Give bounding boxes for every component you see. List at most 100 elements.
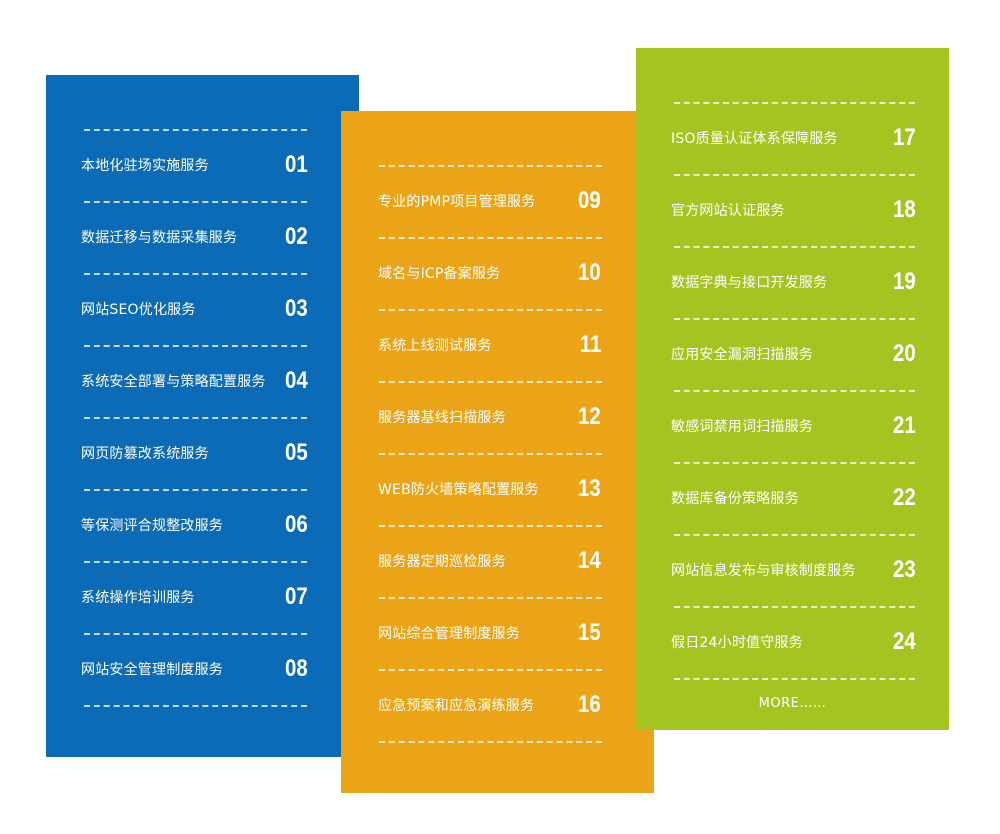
service-number: 05 (285, 439, 308, 466)
service-item-19[interactable]: 数据字典与接口开发服务 19 (671, 262, 916, 302)
service-label: 网站安全管理制度服务 (81, 662, 223, 678)
divider (674, 606, 915, 608)
service-item-14[interactable]: 服务器定期巡检服务 14 (378, 541, 601, 581)
service-label: 系统安全部署与策略配置服务 (81, 374, 266, 390)
divider (379, 309, 602, 311)
service-label: 网站SEO优化服务 (81, 302, 196, 318)
service-item-09[interactable]: 专业的PMP项目管理服务 09 (378, 181, 601, 221)
divider (674, 678, 915, 680)
divider (84, 633, 307, 635)
divider (84, 489, 307, 491)
service-item-07[interactable]: 系统操作培训服务 07 (81, 577, 308, 617)
service-number: 24 (893, 628, 916, 655)
service-panel-blue: 本地化驻场实施服务 01 数据迁移与数据采集服务 02 网站SEO优化服务 03… (46, 75, 359, 757)
service-number: 22 (893, 484, 916, 511)
service-number: 12 (578, 403, 601, 430)
service-label: 网页防篡改系统服务 (81, 446, 209, 462)
service-label: 敏感词禁用词扫描服务 (671, 419, 813, 435)
service-number: 02 (285, 223, 308, 250)
service-item-11[interactable]: 系统上线测试服务 11 (378, 325, 601, 365)
service-panel-orange: 专业的PMP项目管理服务 09 域名与ICP备案服务 10 系统上线测试服务 1… (341, 111, 654, 793)
divider (674, 174, 915, 176)
service-label: 官方网站认证服务 (671, 203, 785, 219)
service-item-17[interactable]: ISO质量认证体系保障服务 17 (671, 118, 916, 158)
divider (379, 381, 602, 383)
service-label: 网站信息发布与审核制度服务 (671, 563, 856, 579)
divider (674, 246, 915, 248)
service-number: 23 (893, 556, 916, 583)
service-number: 20 (893, 340, 916, 367)
service-item-15[interactable]: 网站综合管理制度服务 15 (378, 613, 601, 653)
service-item-03[interactable]: 网站SEO优化服务 03 (81, 289, 308, 329)
service-label: 系统上线测试服务 (378, 338, 492, 354)
service-label: 数据库备份策略服务 (671, 491, 799, 507)
service-number: 10 (578, 259, 601, 286)
service-number: 11 (579, 331, 601, 358)
service-label: 假日24小时值守服务 (671, 635, 803, 651)
service-number: 06 (285, 511, 308, 538)
divider (84, 417, 307, 419)
service-item-21[interactable]: 敏感词禁用词扫描服务 21 (671, 406, 916, 446)
divider (674, 390, 915, 392)
service-number: 18 (893, 196, 916, 223)
service-number: 17 (893, 124, 916, 151)
service-item-13[interactable]: WEB防火墙策略配置服务 13 (378, 469, 601, 509)
more-link[interactable]: MORE…… (758, 696, 827, 711)
service-label: 数据字典与接口开发服务 (671, 275, 828, 291)
service-label: 系统操作培训服务 (81, 590, 195, 606)
service-item-10[interactable]: 域名与ICP备案服务 10 (378, 253, 601, 293)
service-label: 域名与ICP备案服务 (378, 266, 501, 282)
service-label: 应用安全漏洞扫描服务 (671, 347, 813, 363)
service-number: 08 (285, 655, 308, 682)
service-number: 09 (578, 187, 601, 214)
divider (84, 201, 307, 203)
service-item-02[interactable]: 数据迁移与数据采集服务 02 (81, 217, 308, 257)
service-item-18[interactable]: 官方网站认证服务 18 (671, 190, 916, 230)
service-item-06[interactable]: 等保测评合规整改服务 06 (81, 505, 308, 545)
divider (379, 597, 602, 599)
divider (674, 318, 915, 320)
service-item-24[interactable]: 假日24小时值守服务 24 (671, 622, 916, 662)
service-label: 专业的PMP项目管理服务 (378, 194, 536, 210)
service-label: 应急预案和应急演练服务 (378, 698, 535, 714)
divider (674, 534, 915, 536)
service-item-08[interactable]: 网站安全管理制度服务 08 (81, 649, 308, 689)
service-number: 19 (893, 268, 916, 295)
service-label: 服务器定期巡检服务 (378, 554, 506, 570)
service-number: 07 (285, 583, 308, 610)
service-item-22[interactable]: 数据库备份策略服务 22 (671, 478, 916, 518)
divider (84, 705, 307, 707)
divider (379, 453, 602, 455)
service-number: 01 (285, 151, 308, 178)
service-number: 15 (578, 619, 601, 646)
service-number: 16 (578, 691, 601, 718)
service-number: 03 (285, 295, 308, 322)
divider (84, 561, 307, 563)
service-item-16[interactable]: 应急预案和应急演练服务 16 (378, 685, 601, 725)
service-item-20[interactable]: 应用安全漏洞扫描服务 20 (671, 334, 916, 374)
service-item-04[interactable]: 系统安全部署与策略配置服务 04 (81, 361, 308, 401)
divider (84, 273, 307, 275)
service-label: 等保测评合规整改服务 (81, 518, 223, 534)
service-label: 服务器基线扫描服务 (378, 410, 506, 426)
service-number: 14 (578, 547, 601, 574)
service-item-01[interactable]: 本地化驻场实施服务 01 (81, 145, 308, 185)
divider (84, 129, 307, 131)
divider (379, 237, 602, 239)
service-label: 本地化驻场实施服务 (81, 158, 209, 174)
service-label: WEB防火墙策略配置服务 (378, 482, 539, 498)
service-item-23[interactable]: 网站信息发布与审核制度服务 23 (671, 550, 916, 590)
service-label: ISO质量认证体系保障服务 (671, 131, 838, 147)
divider (379, 525, 602, 527)
divider (379, 741, 602, 743)
service-number: 21 (893, 412, 916, 439)
service-label: 数据迁移与数据采集服务 (81, 230, 238, 246)
service-item-05[interactable]: 网页防篡改系统服务 05 (81, 433, 308, 473)
divider (674, 462, 915, 464)
service-item-12[interactable]: 服务器基线扫描服务 12 (378, 397, 601, 437)
divider (379, 669, 602, 671)
service-number: 13 (578, 475, 601, 502)
divider (674, 102, 915, 104)
divider (379, 165, 602, 167)
